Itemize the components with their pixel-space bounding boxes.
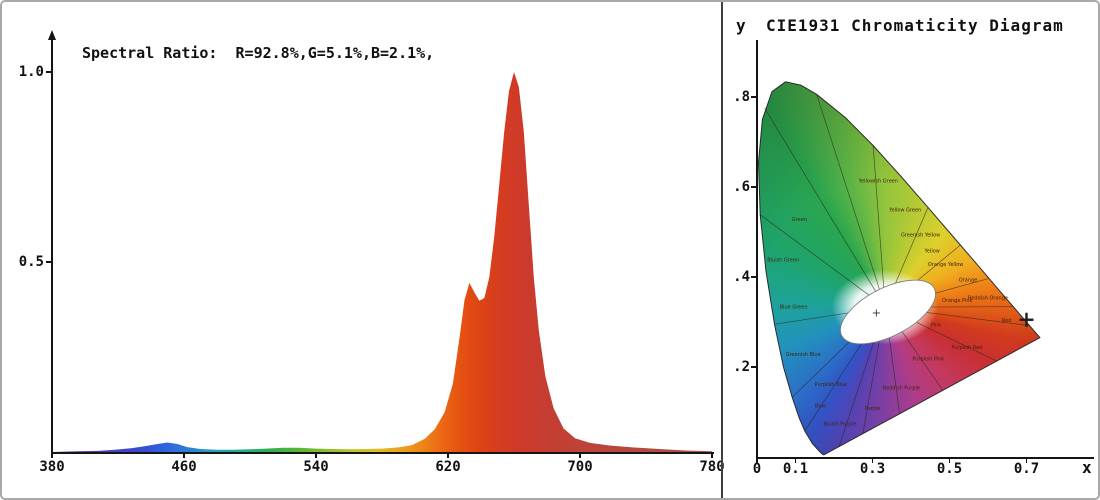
y-tick-label: .4 [733, 269, 750, 285]
cie-x-axis-label: x [1082, 458, 1092, 477]
right-x-axis [756, 457, 1094, 459]
x-tick-label: 0.3 [859, 461, 886, 477]
x-tick [183, 453, 185, 458]
x-tick [51, 453, 53, 458]
x-tick [794, 458, 797, 463]
y-tick-label: .8 [733, 89, 750, 105]
x-tick-label: 700 [567, 459, 593, 475]
spectrum-area [52, 72, 712, 452]
x-tick [711, 453, 713, 458]
x-tick-label: 780 [699, 459, 725, 475]
x-tick-label: 0.7 [1013, 461, 1040, 477]
spectral-ratio-title: Spectral Ratio: R=92.8%,G=5.1%,B=2.1%, [82, 44, 435, 62]
x-tick [579, 453, 581, 458]
y-tick-label: .2 [733, 359, 750, 375]
y-tick [46, 261, 51, 263]
x-tick-label: 460 [171, 459, 197, 475]
y-tick-label: 1.0 [18, 64, 44, 80]
y-tick-label: 0.5 [18, 254, 44, 270]
x-tick-label: 380 [39, 459, 65, 475]
x-tick [1025, 458, 1028, 463]
x-tick-label: 0 [752, 461, 762, 477]
x-tick-label: 620 [435, 459, 461, 475]
x-tick [871, 458, 874, 463]
left-y-axis [51, 36, 53, 453]
x-tick-label: 0.1 [782, 461, 809, 477]
y-tick [751, 96, 756, 98]
panel-divider [721, 2, 723, 498]
right-y-axis [756, 40, 758, 458]
cie-title: CIE1931 Chromaticity Diagram [766, 16, 1064, 35]
y-tick [751, 366, 756, 368]
spectral-curve [52, 72, 712, 452]
y-tick [751, 186, 756, 188]
x-tick-label: 540 [303, 459, 329, 475]
left-x-axis [51, 452, 714, 454]
cie-gamut-fill [755, 75, 1047, 461]
x-tick [315, 453, 317, 458]
y-tick [751, 276, 756, 278]
y-axis-arrow-icon [48, 30, 56, 40]
x-tick [948, 458, 951, 463]
x-tick [447, 453, 449, 458]
cie-y-axis-label: y [736, 16, 746, 35]
x-tick [756, 458, 758, 463]
x-tick-label: 0.5 [936, 461, 963, 477]
y-tick [46, 71, 51, 73]
y-tick-label: .6 [733, 179, 750, 195]
